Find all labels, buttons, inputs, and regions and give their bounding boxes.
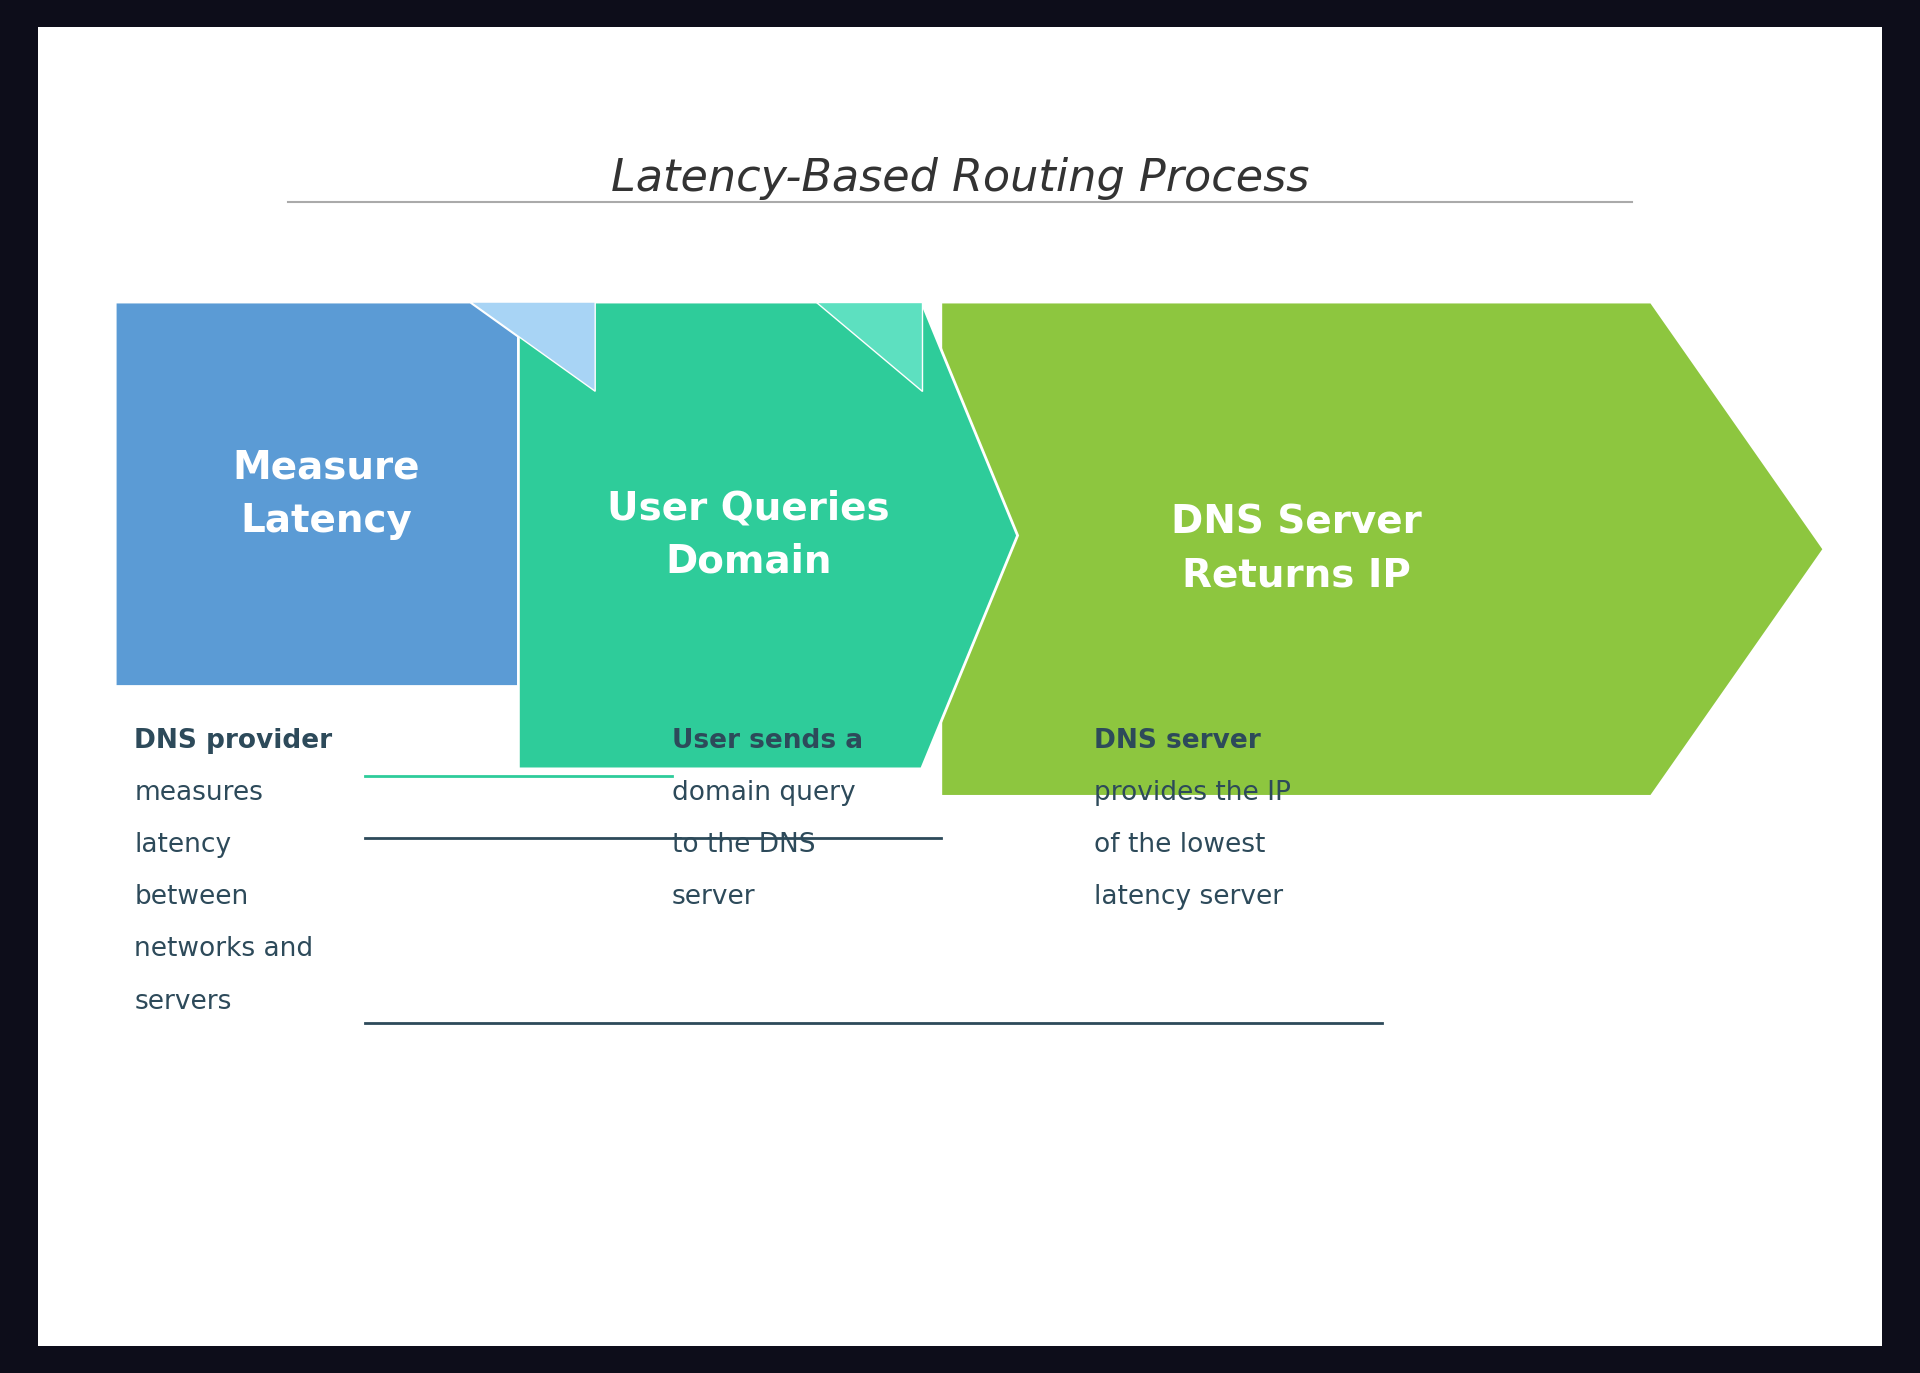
Polygon shape (941, 302, 1824, 796)
Text: Measure
Latency: Measure Latency (232, 449, 420, 540)
Text: networks and: networks and (134, 936, 313, 962)
Polygon shape (518, 302, 1018, 769)
Text: to the DNS: to the DNS (672, 832, 816, 858)
FancyBboxPatch shape (38, 27, 1882, 1346)
Text: between: between (134, 884, 250, 910)
Text: DNS Server
Returns IP: DNS Server Returns IP (1171, 504, 1421, 595)
Text: latency: latency (134, 832, 232, 858)
Text: domain query: domain query (672, 780, 856, 806)
Text: User Queries
Domain: User Queries Domain (607, 490, 891, 581)
Text: User sends a: User sends a (672, 728, 864, 754)
Text: of the lowest: of the lowest (1094, 832, 1265, 858)
Text: provides the IP: provides the IP (1094, 780, 1292, 806)
Text: Latency-Based Routing Process: Latency-Based Routing Process (611, 157, 1309, 200)
Text: server: server (672, 884, 756, 910)
Polygon shape (470, 302, 595, 391)
Text: DNS server: DNS server (1094, 728, 1261, 754)
Text: latency server: latency server (1094, 884, 1284, 910)
Text: servers: servers (134, 989, 232, 1015)
Text: DNS provider: DNS provider (134, 728, 332, 754)
Text: measures: measures (134, 780, 263, 806)
Polygon shape (816, 302, 922, 391)
Polygon shape (115, 302, 595, 686)
